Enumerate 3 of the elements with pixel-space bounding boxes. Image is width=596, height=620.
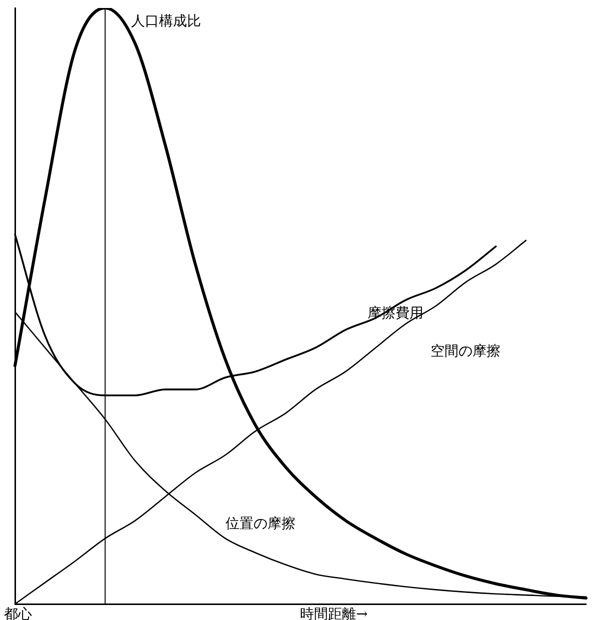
series-label: 位置の摩擦 [225,516,296,532]
text: 空間の摩擦 [430,343,501,360]
series-label: 人口構成比 [131,14,202,30]
